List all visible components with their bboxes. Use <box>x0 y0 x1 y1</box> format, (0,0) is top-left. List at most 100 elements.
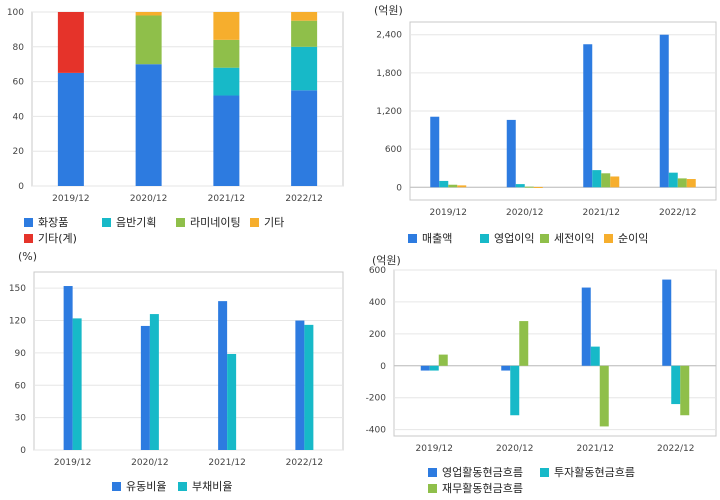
chart-4-unit-label: (억원) <box>372 254 401 267</box>
bar <box>581 287 591 366</box>
legend-swatch <box>540 233 549 243</box>
bar <box>524 186 534 188</box>
chart-panel-4: (억원) -400 -200 0 200 400 600 2019/12 2020/12 202… <box>360 250 720 496</box>
bar <box>501 365 511 371</box>
legend-item[interactable]: 음반기획 <box>102 214 156 230</box>
y-tick-label: 0 <box>380 362 386 372</box>
legend-item[interactable]: 라미네이팅 <box>176 214 241 230</box>
chart-2-legend: 매출액 영업이익 세전이익 순이익 <box>408 228 718 246</box>
y-tick-label: 400 <box>369 298 386 308</box>
legend-label: 재무활동현금흐름 <box>442 482 523 495</box>
bar <box>448 184 458 188</box>
legend-item[interactable]: 기타 <box>250 214 284 230</box>
bar <box>601 173 611 188</box>
bar <box>213 39 240 68</box>
bar <box>680 365 690 416</box>
legend-swatch <box>176 217 185 227</box>
chart-panel-2: (억원) 0 600 1,200 1,800 2,400 2019/12 2020/12 20… <box>360 0 720 250</box>
legend-label: 세전이익 <box>554 232 595 245</box>
bar <box>291 20 318 47</box>
legend-item[interactable]: 유동비율 <box>112 478 166 494</box>
bar <box>429 365 439 371</box>
bar <box>135 64 162 186</box>
legend-label: 화장품 <box>38 216 69 229</box>
legend-swatch <box>428 467 437 477</box>
legend-item[interactable]: 순이익 <box>604 230 648 246</box>
y-tick-label: 100 <box>7 8 24 18</box>
x-tick-label: 2022/12 <box>285 194 322 204</box>
bar <box>135 12 162 16</box>
y-tick-label: 0 <box>20 446 26 456</box>
bar <box>291 12 318 21</box>
y-tick-label: 80 <box>13 43 25 53</box>
bar <box>430 116 440 188</box>
legend-item[interactable]: 화장품 <box>24 214 68 230</box>
bar <box>583 44 593 188</box>
legend-swatch <box>112 481 121 491</box>
chart-4-svg: -400 -200 0 200 400 600 2019/12 2020/12 2021/12 2… <box>366 266 717 454</box>
bar <box>149 314 159 450</box>
legend-swatch <box>24 217 33 227</box>
x-tick-label: 2019/12 <box>416 444 453 454</box>
y-tick-label: 60 <box>13 78 25 88</box>
legend-swatch <box>178 481 187 491</box>
bar <box>291 46 318 91</box>
bar <box>218 301 228 450</box>
y-tick-label: 40 <box>13 112 25 122</box>
bar <box>227 353 237 450</box>
y-tick-label: 30 <box>15 414 27 424</box>
legend-label: 순이익 <box>618 232 649 245</box>
y-tick-label: 600 <box>385 145 402 155</box>
legend-label: 투자활동현금흐름 <box>554 466 635 479</box>
legend-item[interactable]: 매출액 <box>408 230 452 246</box>
legend-item[interactable]: 영업활동현금흐름 <box>428 464 523 480</box>
legend-item[interactable]: 투자활동현금흐름 <box>540 464 635 480</box>
legend-swatch <box>102 217 111 227</box>
x-tick-label: 2022/12 <box>659 208 696 218</box>
y-tick-label: 2,400 <box>376 31 402 41</box>
bar <box>439 180 449 188</box>
x-tick-label: 2021/12 <box>208 194 245 204</box>
bar <box>457 185 467 188</box>
chart-panel-1: 0 20 40 60 80 100 2019/12 2020/12 2021/12 2022/12… <box>0 0 350 250</box>
x-tick-label: 2019/12 <box>54 458 91 468</box>
legend-item[interactable]: 재무활동현금흐름 <box>428 480 523 496</box>
legend-item[interactable]: 영업이익 <box>480 230 534 246</box>
y-tick-label: 90 <box>15 349 27 359</box>
bar <box>213 95 240 186</box>
x-tick-label: 2020/12 <box>131 458 168 468</box>
bar <box>295 320 305 450</box>
bar <box>506 119 516 188</box>
bar <box>610 176 620 188</box>
y-tick-label: -200 <box>366 394 387 404</box>
y-tick-label: 120 <box>9 317 26 327</box>
legend-label: 영업활동현금흐름 <box>442 466 523 479</box>
bar <box>515 184 525 188</box>
legend-item[interactable]: 기타(계) <box>24 230 77 246</box>
legend-label: 영업이익 <box>494 232 535 245</box>
y-tick-label: 0 <box>18 182 24 192</box>
y-tick-label: 0 <box>396 183 402 193</box>
bar <box>140 325 150 450</box>
legend-swatch <box>428 483 437 493</box>
bar <box>686 179 696 188</box>
y-tick-label: 1,800 <box>376 69 402 79</box>
bar <box>590 346 600 366</box>
chart-3-legend: 유동비율 부채비율 <box>112 476 332 494</box>
bar <box>671 365 681 405</box>
chart-1-svg: 0 20 40 60 80 100 2019/12 2020/12 2021/12 2022/12 <box>7 8 344 204</box>
x-tick-label: 2020/12 <box>130 194 167 204</box>
legend-swatch <box>250 217 259 227</box>
legend-item[interactable]: 세전이익 <box>540 230 594 246</box>
legend-item[interactable]: 부채비율 <box>178 478 232 494</box>
bar <box>592 170 602 188</box>
x-tick-label: 2020/12 <box>506 208 543 218</box>
bar <box>662 279 672 366</box>
chart-3-svg: 0 30 60 90 120 150 2019/12 2020/12 2021/12 2022/1… <box>9 271 344 468</box>
legend-swatch <box>24 233 33 243</box>
y-tick-label: 1,200 <box>376 107 402 117</box>
y-tick-label: 150 <box>9 284 26 294</box>
legend-swatch <box>408 233 417 243</box>
bar <box>420 365 430 371</box>
bar <box>213 67 240 96</box>
